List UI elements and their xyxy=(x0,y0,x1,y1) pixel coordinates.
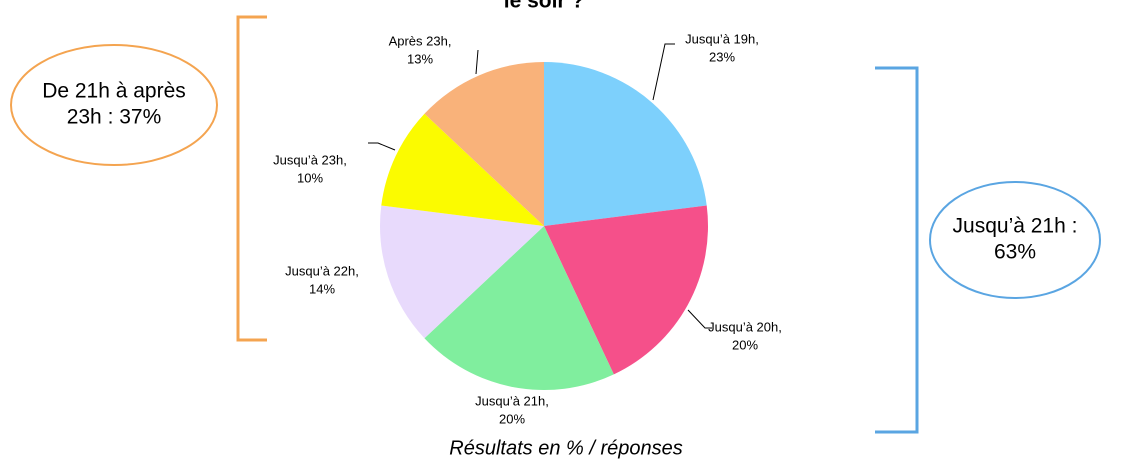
slice-value-label: 23% xyxy=(709,49,735,64)
annotation-text: 23h : 37% xyxy=(67,106,162,129)
leader-line xyxy=(368,142,396,151)
slice-label: Jusqu’à 23h, xyxy=(273,152,347,167)
annotation-text: Jusqu’à 21h : xyxy=(953,215,1078,238)
chart-title: le soir ? xyxy=(504,0,585,13)
slice-label: Jusqu’à 22h, xyxy=(285,263,359,278)
slice-label: Jusqu’à 19h, xyxy=(685,31,759,46)
slice-value-label: 20% xyxy=(499,411,525,426)
pie-slice xyxy=(544,205,708,375)
slice-value-label: 20% xyxy=(732,337,758,352)
leader-line xyxy=(652,43,675,101)
caption: Résultats en % / réponses xyxy=(449,437,682,459)
pie-slice xyxy=(544,62,707,226)
slice-label: Jusqu’à 21h, xyxy=(475,393,549,408)
annotation-text: De 21h à après xyxy=(42,80,186,103)
slice-value-label: 13% xyxy=(407,51,433,66)
bracket xyxy=(236,15,267,342)
slice-value-label: 10% xyxy=(297,170,323,185)
leader-line xyxy=(687,309,712,329)
bracket xyxy=(875,66,919,434)
slice-label: Après 23h, xyxy=(389,33,452,48)
slice-value-label: 14% xyxy=(309,281,335,296)
pie-slice xyxy=(381,113,544,226)
slice-label: Jusqu’à 20h, xyxy=(708,319,782,334)
annotation-left: De 21h à après 23h : 37% xyxy=(10,15,267,342)
annotation-right: Jusqu’à 21h : 63% xyxy=(875,66,1101,434)
leader-line xyxy=(475,49,479,75)
annotation-text: 63% xyxy=(994,241,1036,264)
annotation-ellipse xyxy=(929,181,1101,299)
pie-slice xyxy=(424,226,614,390)
annotation-ellipse xyxy=(10,44,218,166)
pie-slice xyxy=(424,62,544,226)
pie-slice xyxy=(379,205,544,339)
